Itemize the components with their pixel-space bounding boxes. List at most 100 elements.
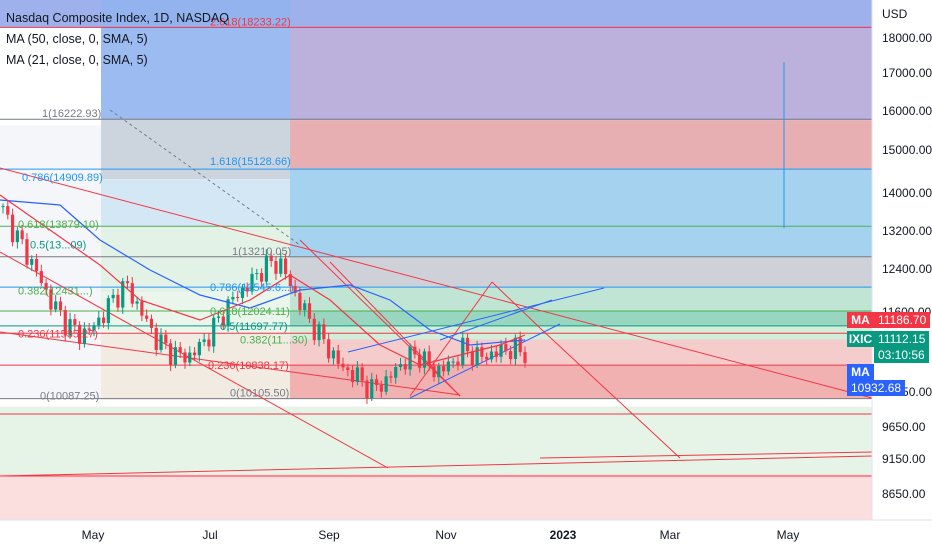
candle — [173, 347, 178, 366]
candle — [475, 347, 479, 366]
candle — [1, 206, 5, 208]
currency-label: USD — [882, 7, 908, 21]
candle — [125, 281, 130, 284]
candle — [461, 337, 465, 366]
ma-21-line — [0, 194, 526, 366]
candle — [437, 366, 441, 378]
price-tick-label: 17000.00 — [882, 66, 932, 80]
candle — [250, 273, 254, 292]
candle — [39, 271, 43, 283]
fib-mid-label: 0.236(10838.17) — [208, 360, 289, 372]
candle — [456, 361, 460, 366]
candle — [116, 294, 120, 308]
fib-mid-label: 0(10105.50) — [230, 388, 289, 400]
candle — [192, 352, 197, 356]
candle — [288, 274, 292, 287]
candle — [346, 367, 350, 371]
candle — [293, 286, 297, 293]
ma-50-line — [0, 199, 526, 346]
time-axis[interactable] — [0, 520, 932, 550]
candle — [202, 339, 206, 342]
candle — [221, 316, 225, 326]
chart-legend: Nasdaq Composite Index, 1D, NASDAQ MA (5… — [6, 8, 229, 71]
candle — [518, 337, 522, 353]
ma-21-legend: MA (21, close, 0, SMA, 5) — [6, 53, 148, 67]
candle — [101, 317, 106, 324]
price-tick-label: 14000.00 — [882, 186, 932, 200]
candle — [451, 361, 455, 363]
candle — [111, 294, 115, 299]
trendline — [0, 167, 873, 399]
price-tick-label: 9650.00 — [882, 420, 926, 434]
fib-mid-label: 0.618(12024.11) — [210, 306, 290, 318]
candle — [25, 239, 29, 265]
ixic-price-tag: IXIC 11112.15 — [847, 331, 930, 347]
fib-mid-label: 0.382(11...30) — [240, 334, 308, 346]
candle — [509, 351, 513, 359]
countdown-tag: 03:10:56 — [874, 347, 929, 363]
price-tick-label: 16000.00 — [882, 104, 932, 118]
price-tick-label: 13200.00 — [882, 224, 932, 238]
candle — [379, 385, 383, 392]
candle — [384, 376, 388, 392]
candle — [82, 328, 87, 344]
price-tick-label: 18000.00 — [882, 31, 932, 45]
fib-mid-label: 1.618(15128.66) — [210, 156, 291, 168]
candle — [331, 350, 336, 359]
candle — [489, 351, 494, 360]
trendline — [0, 455, 873, 477]
candle — [360, 367, 364, 381]
candle — [398, 364, 403, 368]
fib-band — [101, 0, 290, 120]
trendline — [409, 323, 561, 399]
candle — [370, 379, 374, 399]
fib-band — [290, 256, 872, 288]
candle — [513, 337, 518, 359]
candle — [389, 376, 393, 378]
fib-left-label: 0.236(11535.27) — [18, 328, 98, 340]
fib-band — [0, 474, 872, 520]
candle — [154, 327, 158, 350]
trendline — [491, 281, 541, 329]
candle — [145, 315, 149, 319]
candle — [283, 258, 288, 275]
fib-mid-label: 1(13210.05) — [232, 246, 291, 258]
trendline — [409, 281, 493, 397]
candle — [164, 334, 168, 344]
candle — [106, 298, 110, 324]
candle — [307, 303, 312, 319]
ma-50-price-tag: MA 11186.70 — [847, 312, 931, 328]
candle — [212, 317, 216, 347]
candle — [245, 287, 249, 292]
price-tick-label: 8650.00 — [882, 487, 926, 501]
candle — [312, 318, 316, 341]
candle — [413, 346, 417, 355]
candle — [418, 354, 422, 368]
candle — [327, 339, 331, 359]
candle — [374, 379, 379, 386]
candle — [494, 351, 498, 357]
fib-left-label: 0.382(12431...) — [18, 285, 93, 297]
candle — [355, 367, 359, 382]
fib-band — [101, 333, 290, 400]
candle — [394, 367, 398, 378]
fib-left-label: 1(16222.93) — [42, 108, 101, 120]
fib-left-label: 0.618(13879.10) — [18, 219, 99, 231]
candle — [135, 301, 139, 304]
candle — [20, 230, 24, 240]
time-tick-label: 2023 — [550, 528, 577, 542]
candle — [317, 324, 321, 341]
price-axis[interactable] — [872, 0, 932, 520]
candle — [6, 206, 10, 215]
candle — [49, 289, 53, 310]
candle — [68, 319, 72, 336]
fib-band — [290, 339, 872, 366]
time-tick-label: May — [82, 528, 105, 542]
ma-21-price-tag: MA10932.68 — [847, 364, 932, 396]
fib-mid-label: 0.5(11697.77) — [220, 321, 288, 333]
time-tick-label: Sep — [318, 528, 340, 542]
candle — [30, 259, 34, 265]
candle — [58, 301, 63, 311]
fib-band — [290, 310, 872, 326]
